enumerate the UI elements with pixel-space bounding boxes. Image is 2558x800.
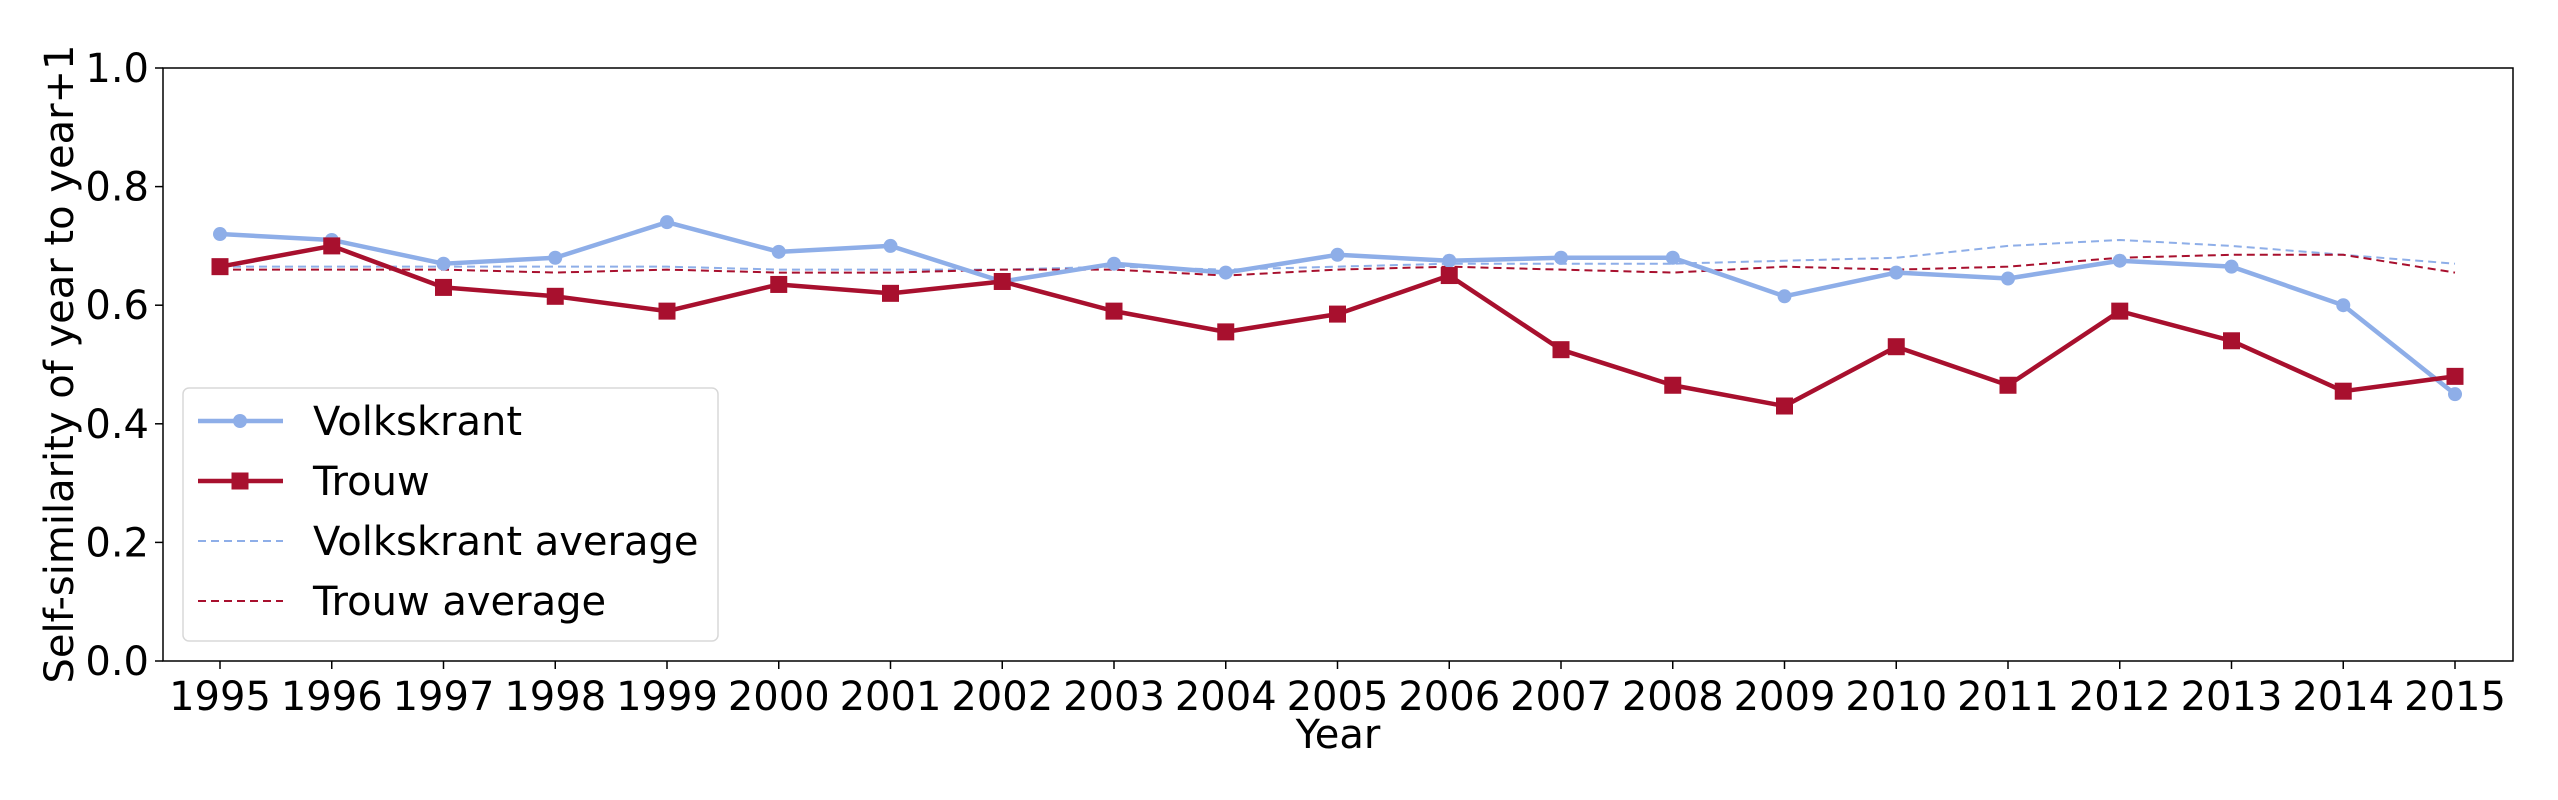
y-axis-ticks: 0.0 0.2 0.4 0.6 0.8 1.0: [85, 46, 163, 685]
x-tick-label: 1998: [504, 674, 606, 720]
x-tick-label: 1995: [169, 674, 271, 720]
legend-label: Trouw average: [312, 579, 606, 625]
x-axis-ticks: 1995 1996 1997 1998 1999 2000 2001 2002 2003 2004…: [169, 661, 2506, 720]
x-tick-label: 2009: [1734, 674, 1836, 720]
data-point-volkskrant: [1442, 253, 1457, 268]
series-layer: [211, 215, 2464, 415]
data-point-trouw: [2223, 332, 2240, 350]
x-tick-label: 1999: [616, 674, 718, 720]
series-line-trouw-average: [220, 253, 2456, 277]
data-point-trouw: [993, 272, 1011, 290]
legend-label: Volkskrant average: [313, 519, 698, 565]
data-point-volkskrant: [1330, 247, 1345, 262]
x-tick-label: 2004: [1175, 674, 1277, 720]
data-point-volkskrant: [2336, 298, 2351, 313]
data-point-trouw: [2111, 302, 2129, 320]
legend-marker-circle: [233, 414, 247, 428]
x-tick-label: 2014: [2292, 674, 2394, 720]
data-point-trouw: [2446, 367, 2464, 385]
data-point-trouw: [1217, 323, 1235, 341]
x-tick-label: 2010: [1845, 674, 1947, 720]
y-tick-label: 0.8: [85, 165, 149, 211]
data-point-trouw: [1329, 305, 1346, 323]
y-tick-label: 1.0: [85, 46, 149, 92]
data-point-volkskrant: [1777, 289, 1792, 304]
data-point-volkskrant: [436, 256, 451, 271]
x-tick-label: 1997: [393, 674, 495, 720]
data-point-volkskrant: [2224, 259, 2239, 274]
x-tick-label: 2005: [1287, 674, 1389, 720]
legend-box: [182, 387, 719, 642]
data-point-volkskrant: [1665, 250, 1680, 265]
data-point-volkskrant: [2001, 271, 2015, 286]
data-point-volkskrant: [213, 227, 227, 242]
data-point-trouw: [435, 278, 452, 296]
legend: Volkskrant Trouw Volkskrant average Trouw a…: [182, 387, 719, 642]
x-tick-label: 1996: [281, 674, 383, 720]
data-point-volkskrant: [883, 238, 898, 253]
x-tick-label: 2015: [2404, 674, 2506, 720]
data-point-trouw: [1105, 302, 1123, 320]
data-point-trouw: [882, 284, 899, 302]
legend-label: Volkskrant: [313, 399, 522, 445]
data-point-volkskrant: [1554, 250, 1568, 265]
x-tick-label: 2002: [951, 674, 1053, 720]
x-tick-label: 2011: [1957, 674, 2059, 720]
x-tick-label: 2012: [2069, 674, 2171, 720]
x-tick-label: 2013: [2181, 674, 2283, 720]
data-point-volkskrant: [1107, 256, 1121, 271]
data-point-volkskrant: [2448, 387, 2462, 402]
data-point-trouw: [1887, 338, 1905, 356]
y-tick-label: 0.6: [85, 283, 149, 329]
data-point-volkskrant: [1889, 265, 1904, 280]
data-point-volkskrant: [2112, 253, 2127, 268]
data-point-trouw: [1776, 397, 1793, 415]
x-axis-title: Year: [1295, 712, 1381, 758]
x-tick-label: 2007: [1510, 674, 1612, 720]
data-point-trouw: [1552, 341, 1570, 359]
x-tick-label: 2008: [1622, 674, 1724, 720]
data-point-trouw: [1664, 376, 1682, 394]
data-point-volkskrant: [660, 215, 674, 230]
y-tick-label: 0.2: [85, 520, 149, 566]
series-line-volkskrant-average: [220, 238, 2456, 271]
data-point-trouw: [211, 258, 229, 276]
x-tick-label: 2000: [728, 674, 830, 720]
data-point-volkskrant: [771, 244, 786, 259]
legend-label: Trouw: [312, 459, 430, 505]
data-point-trouw: [323, 237, 341, 255]
y-tick-label: 0.4: [85, 402, 149, 448]
data-point-volkskrant: [1218, 265, 1233, 280]
x-tick-label: 2006: [1398, 674, 1500, 720]
y-tick-label: 0.0: [85, 639, 149, 685]
data-point-trouw: [546, 287, 564, 305]
y-axis-title: Self-similarity of year to year+1: [37, 44, 83, 683]
x-tick-label: 2001: [840, 674, 942, 720]
legend-marker-square: [231, 472, 249, 490]
data-point-trouw: [770, 275, 788, 293]
data-point-trouw: [1999, 376, 2017, 394]
data-point-trouw: [2334, 382, 2352, 400]
data-point-trouw: [658, 302, 676, 320]
x-tick-label: 2003: [1063, 674, 1165, 720]
data-point-volkskrant: [548, 250, 563, 265]
data-point-trouw: [1440, 267, 1458, 285]
